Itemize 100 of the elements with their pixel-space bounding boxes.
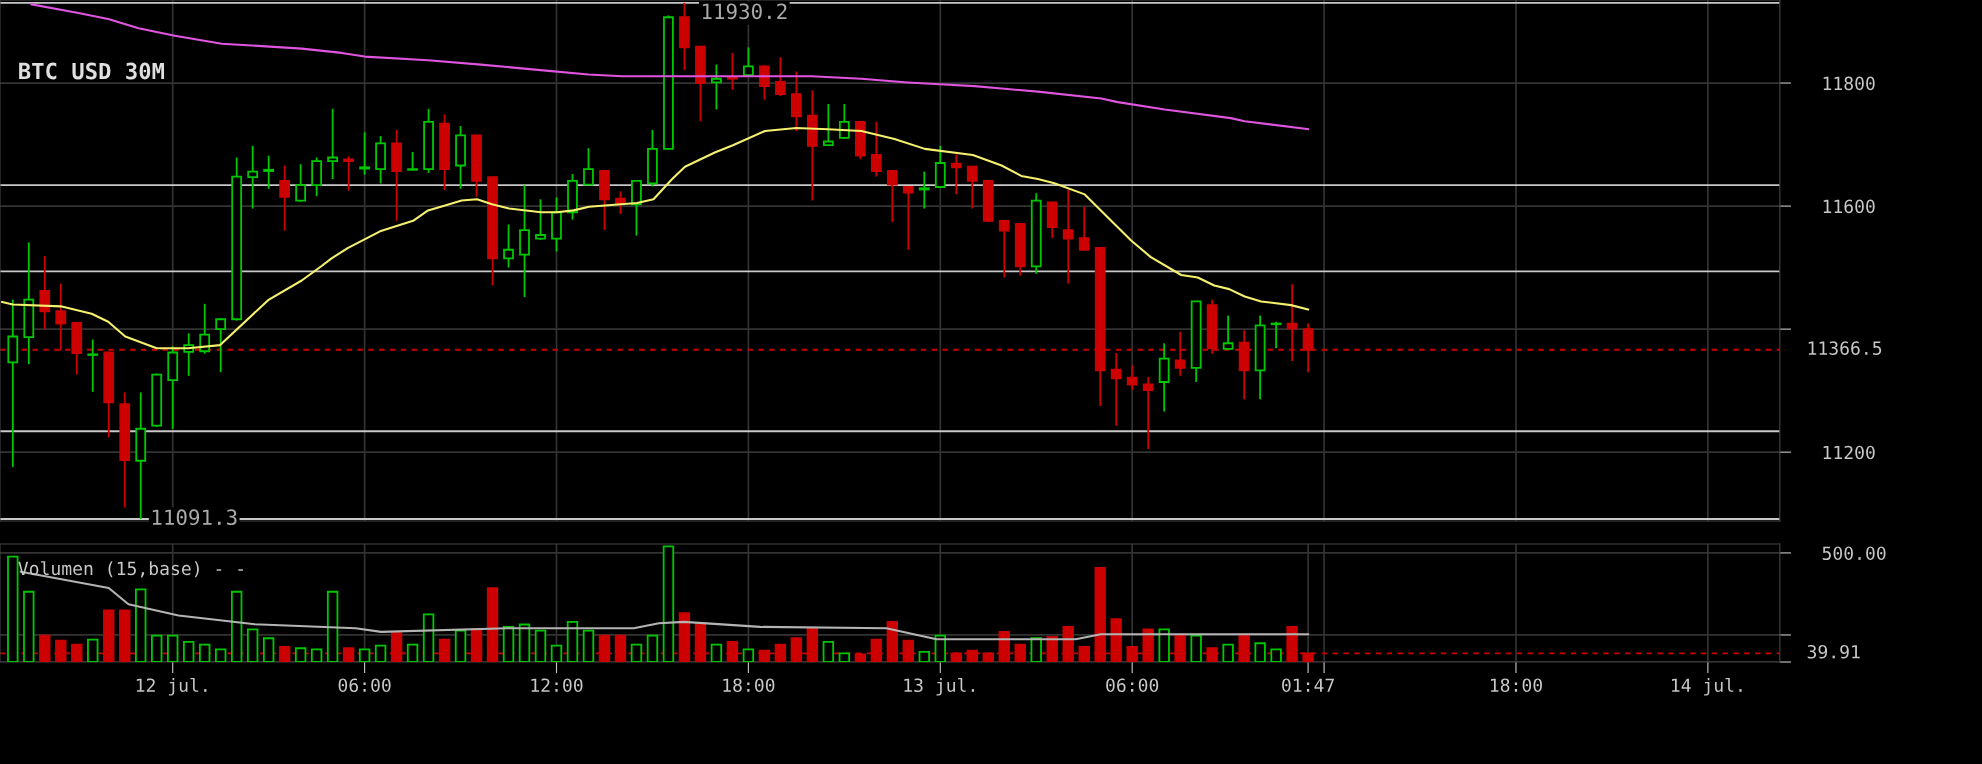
bar	[950, 652, 962, 663]
bar	[87, 638, 99, 663]
bar	[1286, 625, 1298, 663]
bar	[135, 588, 147, 663]
bar	[678, 612, 691, 663]
candlestick	[215, 317, 227, 374]
bar	[246, 628, 259, 663]
candlestick	[1142, 376, 1154, 450]
candlestick	[1078, 205, 1090, 252]
y-tick-label: 500.00	[1822, 546, 1886, 561]
bar	[1030, 637, 1042, 663]
candlestick	[359, 131, 370, 176]
bar	[358, 648, 371, 663]
bar	[1046, 636, 1058, 663]
bar	[662, 545, 675, 663]
bar	[822, 641, 835, 663]
bar	[406, 643, 419, 663]
bar	[167, 634, 179, 663]
bar	[182, 641, 195, 663]
candlestick	[1158, 342, 1170, 413]
bar	[534, 629, 547, 663]
bar	[454, 629, 467, 663]
y-tick-label: 11600	[1823, 199, 1875, 214]
candlestick	[790, 70, 802, 132]
candlestick	[998, 219, 1010, 279]
x-tick-label: 14 jul.	[1672, 677, 1742, 696]
annotation: 11091.3	[152, 509, 237, 526]
bar	[342, 647, 355, 663]
bar	[518, 623, 531, 663]
bar	[1158, 628, 1170, 663]
x-tick-label: 13 jul.	[904, 677, 974, 696]
bar	[982, 652, 994, 663]
bar	[262, 637, 275, 663]
candlestick	[343, 155, 354, 192]
candlestick	[934, 144, 946, 189]
bar	[278, 646, 291, 663]
y-tick-label: 11200	[1823, 445, 1875, 460]
x-tick-label: 01:47	[1282, 678, 1334, 693]
candlestick	[774, 56, 786, 97]
x-tick-label: 12:00	[531, 678, 583, 693]
bar	[1190, 634, 1202, 663]
bar	[918, 651, 931, 663]
candlestick	[743, 46, 754, 77]
candlestick	[966, 165, 978, 210]
bar	[566, 620, 579, 663]
ref-line-label: 39.91	[1807, 644, 1860, 659]
candlestick	[759, 64, 770, 101]
bar	[614, 634, 627, 663]
bar	[214, 648, 227, 663]
candlestick	[950, 153, 962, 196]
bar	[1254, 642, 1266, 663]
bar	[1270, 648, 1282, 663]
candlestick	[1126, 364, 1138, 391]
candlestick	[1062, 188, 1074, 285]
x-tick-label: 12 jul.	[136, 677, 207, 696]
candlestick	[263, 154, 275, 190]
candlestick	[39, 255, 51, 331]
bar	[550, 644, 563, 663]
candlestick	[583, 147, 594, 187]
candlestick	[711, 63, 722, 111]
x-tick-label: 06:00	[338, 678, 391, 693]
bar	[838, 652, 851, 663]
annotation: 11930.2	[702, 3, 787, 20]
candlestick	[822, 103, 834, 147]
candlestick	[311, 156, 323, 198]
bar	[1014, 643, 1026, 663]
candlestick	[727, 51, 738, 91]
bar	[23, 590, 35, 663]
candlestick	[199, 302, 211, 355]
y-tick-label: 11800	[1823, 76, 1875, 91]
candlestick	[886, 169, 898, 223]
candlestick	[279, 164, 291, 232]
candlestick	[1222, 314, 1234, 351]
candlestick	[327, 107, 339, 180]
bar	[502, 625, 515, 663]
bar	[230, 590, 243, 663]
text: BTC USD 30M	[19, 62, 165, 80]
bar	[326, 590, 339, 663]
bar	[742, 648, 755, 663]
candlestick	[503, 223, 514, 269]
candlestick	[902, 185, 914, 251]
bar	[646, 634, 659, 663]
x-tick-label: 06:00	[1106, 678, 1159, 693]
candlestick	[870, 120, 882, 178]
candlestick	[1110, 352, 1122, 427]
bar	[310, 648, 323, 663]
bar	[198, 643, 211, 663]
bar	[422, 613, 435, 663]
x-tick-label: 18:00	[1490, 678, 1542, 693]
candlestick	[918, 170, 930, 210]
annotation: Volumen (15,base) - -	[18, 561, 243, 578]
bar	[710, 643, 723, 663]
bar	[582, 629, 595, 663]
bar	[151, 634, 163, 663]
ref-line-label: 11366.5	[1808, 341, 1882, 356]
bar	[630, 643, 643, 663]
candlestick	[631, 179, 642, 237]
bar	[294, 647, 307, 663]
candlestick	[295, 163, 307, 203]
candlestick	[87, 338, 99, 393]
